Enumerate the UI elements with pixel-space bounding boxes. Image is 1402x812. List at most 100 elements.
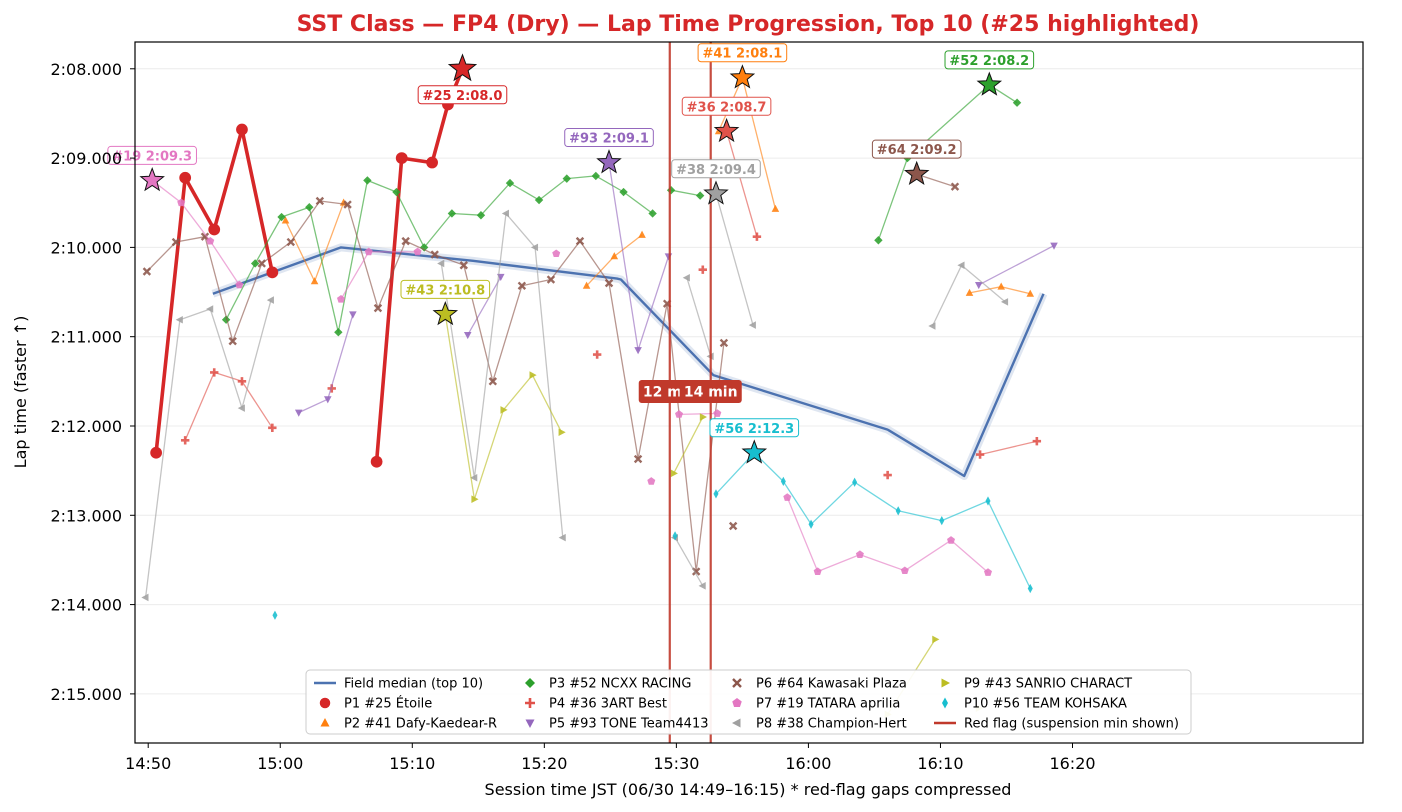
series-3-point-6-1 bbox=[1032, 436, 1042, 446]
legend-swatch-3 bbox=[525, 678, 535, 688]
series-9-point-1-0 bbox=[672, 531, 678, 541]
series-8-point-0-1 bbox=[471, 495, 479, 503]
best-lap-box-0 bbox=[417, 85, 508, 105]
best-lap-star-5 bbox=[903, 160, 930, 186]
series-7-point-3-0 bbox=[682, 273, 690, 282]
series-0-point-1-0 bbox=[370, 455, 383, 468]
legend-item-5: P5 #93 TONE Team4413 bbox=[549, 717, 709, 732]
series-2-point-1-1 bbox=[695, 191, 705, 200]
series-7-line-2 bbox=[674, 537, 704, 587]
series-7-point-2-1 bbox=[698, 582, 706, 590]
x-tick-label-5: 16:00 bbox=[785, 754, 831, 773]
series-1-point-3-0 bbox=[965, 288, 974, 296]
series-3-line-4 bbox=[725, 131, 758, 237]
series-5-point-0-7 bbox=[343, 200, 352, 209]
best-lap-star-2 bbox=[976, 71, 1003, 96]
best-lap-label-8: #43 2:10.8 bbox=[405, 283, 485, 298]
series-6-point-0-3 bbox=[235, 280, 244, 289]
legend-swatch-8 bbox=[732, 718, 741, 728]
axes: 2:08.000 2:09.000 2:10.000 2:11.000 2:12.000… bbox=[50, 41, 1364, 773]
y-tick-label-0: 2:08.000 bbox=[50, 60, 122, 79]
series-7-point-4-1 bbox=[748, 321, 756, 329]
series-3-point-0-2 bbox=[237, 377, 247, 386]
plot-frame bbox=[134, 41, 1364, 744]
series-3-point-5-0 bbox=[883, 470, 892, 480]
plot-background bbox=[135, 42, 1363, 743]
best-lap-box-1 bbox=[697, 43, 788, 63]
series-0-point-0-1 bbox=[179, 171, 192, 184]
best-lap-star-9 bbox=[741, 439, 768, 464]
series-8-line-1 bbox=[673, 416, 704, 474]
series-3-point-4-1 bbox=[752, 232, 762, 241]
x-tick-label-3: 15:20 bbox=[521, 754, 567, 773]
series-4-point-1-0 bbox=[463, 331, 472, 340]
best-lap-label-7: #38 2:09.4 bbox=[676, 163, 756, 178]
legend-item-4: P4 #36 3ART Best bbox=[549, 697, 667, 712]
series-4-line-1 bbox=[467, 276, 502, 336]
series-1-point-0-0 bbox=[281, 216, 290, 224]
series-4-point-0-2 bbox=[349, 311, 357, 319]
series-2-point-0-8 bbox=[447, 209, 457, 218]
series-7-point-5-0 bbox=[928, 322, 936, 330]
best-lap-star-8 bbox=[432, 300, 459, 326]
series-7-point-0-0 bbox=[141, 593, 149, 602]
series-5-point-2-1 bbox=[950, 182, 960, 191]
series-5-point-0-1 bbox=[171, 237, 181, 247]
series-0-point-0-0 bbox=[150, 446, 163, 459]
series-1-point-1-2 bbox=[638, 230, 646, 238]
series-5-point-0-3 bbox=[228, 336, 237, 346]
best-lap-star-6 bbox=[139, 166, 165, 192]
series-8-point-0-2 bbox=[500, 406, 508, 414]
series-9-point-0-0 bbox=[272, 610, 278, 620]
series-6-point-0-2 bbox=[206, 236, 215, 245]
best-lap-box-8 bbox=[400, 279, 491, 299]
series-6-line-0 bbox=[151, 179, 240, 286]
series-6-point-3-0 bbox=[647, 477, 656, 485]
series-7-point-1-2 bbox=[501, 209, 509, 218]
series-5-point-0-2 bbox=[200, 232, 210, 241]
series-7-point-1-1 bbox=[470, 474, 478, 482]
series-6-point-5-1 bbox=[813, 567, 822, 575]
series-7-point-0-1 bbox=[175, 315, 183, 324]
series-6 bbox=[148, 176, 992, 576]
series-4-point-0-0 bbox=[294, 409, 303, 417]
series-8-point-0-3 bbox=[529, 371, 537, 379]
series-5-point-0-13 bbox=[517, 281, 527, 290]
y-tick-label-1: 2:09.000 bbox=[50, 149, 122, 168]
series-7-point-0-2 bbox=[206, 305, 214, 313]
legend-swatch-9 bbox=[941, 678, 950, 688]
y-tick-label-4: 2:12.000 bbox=[50, 417, 122, 436]
series-5-point-0-15 bbox=[575, 236, 585, 246]
x-tick-label-0: 14:50 bbox=[125, 754, 171, 773]
series-3-point-2-0 bbox=[592, 350, 602, 359]
series-5 bbox=[142, 169, 960, 576]
legend-item-1: P1 #25 Étoile bbox=[344, 696, 432, 712]
series-7-line-3 bbox=[686, 277, 712, 357]
series-7-point-5-1 bbox=[957, 261, 965, 270]
best-lap-label-6: #19 2:09.3 bbox=[112, 149, 192, 164]
best-lap-star-3 bbox=[713, 117, 740, 143]
series-3-point-6-0 bbox=[975, 450, 985, 459]
series-1-point-0-1 bbox=[310, 277, 319, 285]
series-6-point-5-0 bbox=[783, 493, 792, 501]
series-9-point-2-8 bbox=[1027, 583, 1033, 594]
series-2-point-0-10 bbox=[505, 178, 515, 188]
series-2-point-0-9 bbox=[476, 211, 486, 220]
series-6-point-5-2 bbox=[855, 550, 864, 558]
series-3-point-0-1 bbox=[210, 368, 219, 377]
series-2-point-0-5 bbox=[363, 176, 372, 185]
red-flag-label-1: 14 min bbox=[684, 385, 738, 401]
series-2-point-1-0 bbox=[666, 186, 676, 195]
series-2-point-0-2 bbox=[277, 212, 286, 222]
series-5-point-0-10 bbox=[430, 250, 439, 259]
best-lap-label-9: #56 2:12.3 bbox=[714, 422, 794, 437]
best-lap-star-0 bbox=[447, 53, 478, 82]
series-9 bbox=[272, 448, 1033, 620]
x-axis-label: Session time JST (06/30 14:49–16:15) * r… bbox=[485, 780, 1012, 799]
legend-item-7: P7 #19 TATARA aprilia bbox=[756, 697, 900, 712]
series-0-point-0-3 bbox=[236, 123, 248, 136]
series-2-point-0-1 bbox=[250, 259, 260, 268]
series-3-point-0-3 bbox=[268, 423, 277, 432]
